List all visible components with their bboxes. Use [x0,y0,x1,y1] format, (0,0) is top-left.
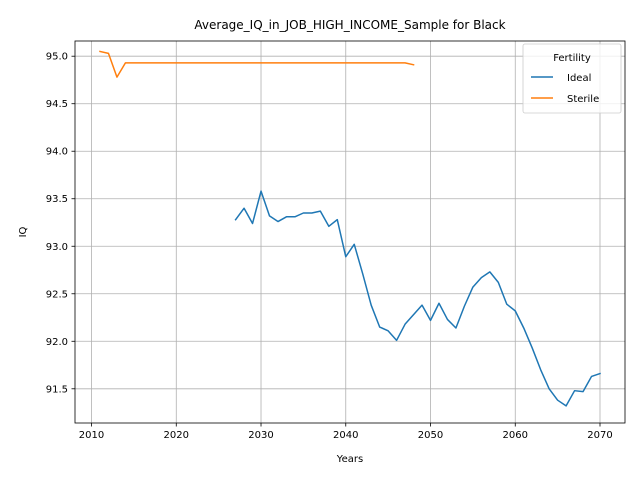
plot-frame [74,40,626,424]
y-tick-label: 93.0 [46,242,68,253]
x-tick-label: 2030 [248,430,273,441]
x-tick-label: 2070 [587,430,612,441]
x-tick-label: 2040 [333,430,358,441]
y-tick-label: 91.5 [46,384,68,395]
y-tick-label: 92.5 [46,289,68,300]
x-tick-label: 2010 [79,430,104,441]
series-line-ideal [234,190,601,407]
series-line-sterile [99,50,415,78]
y-tick-label: 94.5 [46,99,68,110]
x-axis-label: Years [336,454,363,465]
chart-title: Average_IQ_in_JOB_HIGH_INCOME_Sample for… [194,18,505,32]
x-tick-label: 2050 [418,430,443,441]
y-ticks: 91.5 92.0 92.5 93.0 93.5 94.0 94.5 95.0 [46,52,75,395]
legend: Fertility Ideal Sterile [522,43,622,114]
legend-label-ideal: Ideal [567,73,591,84]
series-lines [99,50,601,407]
legend-label-sterile: Sterile [567,94,599,105]
y-tick-label: 93.5 [46,194,68,205]
y-tick-label: 94.0 [46,147,68,158]
x-tick-label: 2060 [503,430,528,441]
x-tick-label: 2020 [164,430,189,441]
y-tick-label: 92.0 [46,337,68,348]
y-axis-label: IQ [18,226,29,237]
x-ticks: 2010 2020 2030 2040 2050 2060 2070 [79,423,613,441]
legend-title: Fertility [553,53,591,64]
y-tick-label: 95.0 [46,52,68,63]
legend-box [522,43,622,114]
